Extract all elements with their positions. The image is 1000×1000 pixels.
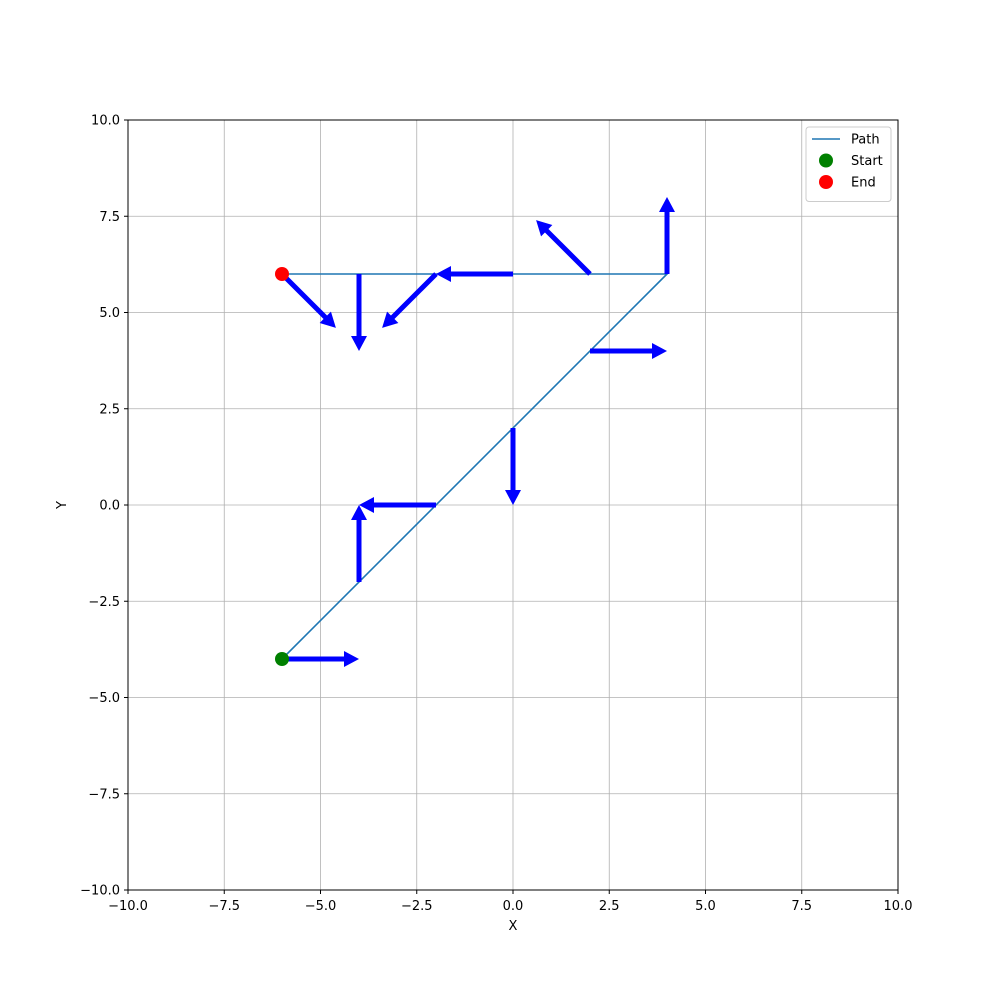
x-tick-label: 2.5 bbox=[599, 899, 620, 914]
direction-arrow bbox=[590, 343, 667, 359]
y-tick-label: −10.0 bbox=[80, 884, 120, 899]
direction-arrow bbox=[505, 428, 521, 505]
axis-ticks: −10.0 −7.5 −5.0 −2.5 0.0 2.5 5.0 7.5 10.0 −10.0 −7… bbox=[80, 114, 912, 915]
direction-arrow bbox=[436, 266, 513, 282]
direction-arrow bbox=[351, 505, 367, 582]
direction-arrow bbox=[382, 272, 438, 328]
direction-arrows bbox=[280, 197, 675, 667]
direction-arrow bbox=[659, 197, 675, 274]
start-marker bbox=[275, 652, 289, 666]
end-marker bbox=[275, 267, 289, 281]
y-tick-label: −2.5 bbox=[88, 595, 120, 610]
x-tick-label: 10.0 bbox=[884, 899, 913, 914]
y-tick-label: 2.5 bbox=[99, 402, 120, 417]
y-tick-label: 10.0 bbox=[91, 114, 120, 129]
direction-arrow bbox=[351, 274, 367, 351]
x-tick-label: −5.0 bbox=[305, 899, 337, 914]
legend-swatch-start bbox=[819, 153, 833, 168]
x-tick-label: 0.0 bbox=[503, 899, 524, 914]
direction-arrow bbox=[280, 272, 336, 328]
start-end-markers bbox=[275, 267, 289, 666]
x-axis-label: X bbox=[509, 919, 518, 934]
y-tick-label: 7.5 bbox=[99, 210, 120, 225]
direction-arrow bbox=[536, 220, 592, 276]
x-tick-label: −10.0 bbox=[108, 899, 148, 914]
direction-arrow bbox=[359, 497, 436, 513]
legend: Path Start End bbox=[805, 126, 892, 202]
y-tick-label: −5.0 bbox=[88, 691, 120, 706]
direction-arrow bbox=[282, 651, 359, 667]
x-tick-label: 7.5 bbox=[791, 899, 812, 914]
legend-label-end: End bbox=[851, 176, 876, 191]
x-tick-label: 5.0 bbox=[695, 899, 716, 914]
legend-label-path: Path bbox=[851, 133, 880, 148]
y-tick-label: 5.0 bbox=[99, 306, 120, 321]
legend-label-start: Start bbox=[851, 154, 883, 169]
y-tick-label: −7.5 bbox=[88, 787, 120, 802]
x-tick-label: −2.5 bbox=[401, 899, 433, 914]
y-axis-label: Y bbox=[55, 501, 70, 510]
legend-swatch-end bbox=[819, 175, 833, 189]
x-tick-label: −7.5 bbox=[208, 899, 240, 914]
y-tick-label: 0.0 bbox=[99, 499, 120, 514]
